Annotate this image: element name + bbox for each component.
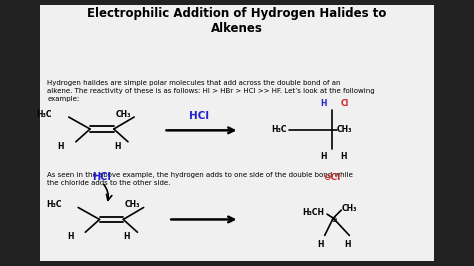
Text: CH₃: CH₃	[125, 200, 140, 209]
Text: As seen in the above example, the hydrogen adds to one side of the double bond w: As seen in the above example, the hydrog…	[47, 172, 353, 186]
Text: HCl: HCl	[189, 111, 209, 121]
Text: H: H	[320, 99, 327, 108]
Text: H: H	[340, 152, 347, 161]
Text: ⊕: ⊕	[330, 215, 337, 224]
Text: H₃C: H₃C	[46, 200, 62, 209]
Text: H₃C: H₃C	[36, 110, 52, 119]
Text: H: H	[344, 240, 351, 249]
Text: H: H	[67, 232, 73, 241]
Text: CH₃: CH₃	[115, 110, 131, 119]
Text: H: H	[57, 142, 64, 151]
Text: Cl: Cl	[340, 99, 348, 108]
Text: Electrophilic Addition of Hydrogen Halides to
Alkenes: Electrophilic Addition of Hydrogen Halid…	[87, 7, 387, 35]
Text: H: H	[320, 152, 327, 161]
Text: CH₃: CH₃	[341, 204, 357, 213]
Text: H₃C: H₃C	[271, 125, 287, 134]
FancyBboxPatch shape	[40, 5, 434, 261]
Text: H: H	[114, 142, 120, 151]
Text: HCl: HCl	[92, 172, 111, 182]
Text: ⊖Cl: ⊖Cl	[323, 173, 340, 182]
Text: H: H	[318, 240, 324, 249]
Text: H₃CH: H₃CH	[303, 208, 325, 217]
Text: Hydrogen halides are simple polar molecules that add across the double bond of a: Hydrogen halides are simple polar molecu…	[47, 80, 375, 102]
Text: H: H	[123, 232, 130, 241]
Text: CH₃: CH₃	[337, 125, 352, 134]
